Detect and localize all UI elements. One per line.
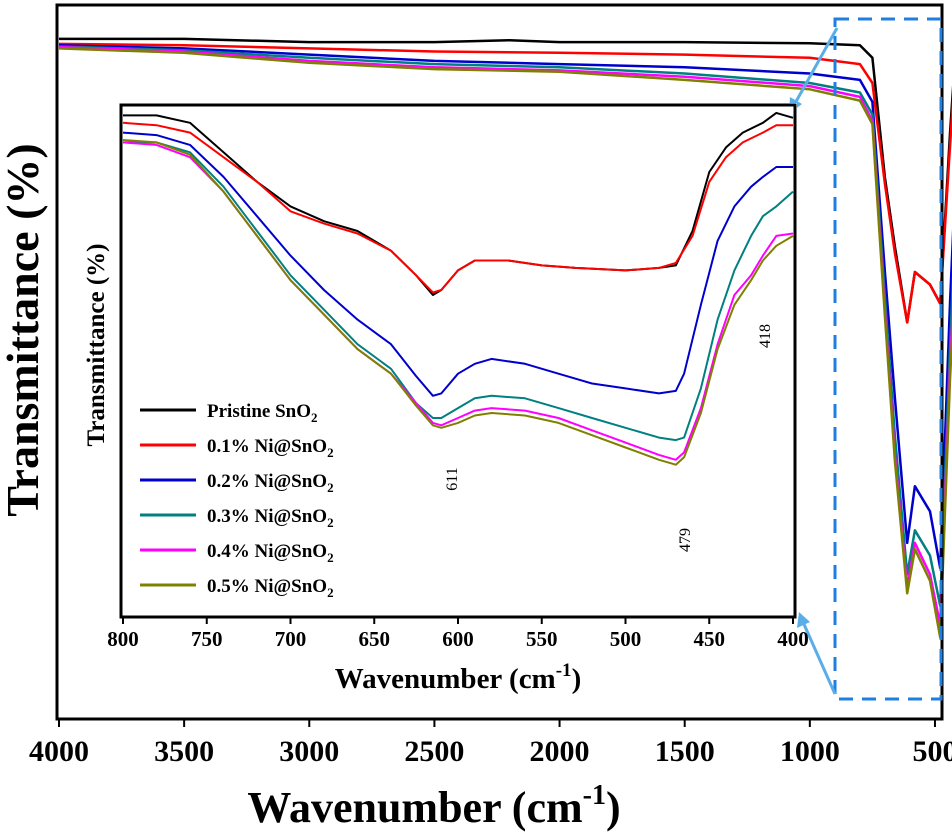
main-tick-label-500: 500 xyxy=(912,735,952,768)
inset-series-ni02 xyxy=(122,131,793,397)
main-tick-label-1000: 1000 xyxy=(780,735,840,768)
legend-label-ni05: 0.5% Ni@SnO2 xyxy=(207,576,334,600)
main-tick-label-2500: 2500 xyxy=(404,735,464,768)
main-x-axis-label: Wavenumber (cm-1) xyxy=(247,780,620,832)
inset-x-axis-label-main: Wavenumber (cm xyxy=(335,663,556,695)
inset-tick-label-450: 450 xyxy=(694,627,726,651)
main-x-axis-label-close: ) xyxy=(606,783,621,832)
inset-tick-label-800: 800 xyxy=(107,627,139,651)
legend-label-ni02: 0.2% Ni@SnO2 xyxy=(207,471,334,495)
inset-series-ni01 xyxy=(122,121,793,294)
inset-chart: 800 750 700 650 600 550 500 450 400 Transmittanc… xyxy=(83,103,809,695)
zoom-arrow-bottom xyxy=(801,621,837,695)
annotation-479: 479 xyxy=(677,528,694,552)
inset-background xyxy=(119,103,797,619)
inset-series-ni03 xyxy=(123,141,794,442)
legend-label-ni04: 0.4% Ni@SnO2 xyxy=(207,541,334,565)
inset-x-ticks: 800 750 700 650 600 550 500 450 400 xyxy=(107,617,809,651)
legend-item-ni03: 0.3% Ni@SnO2 xyxy=(140,506,334,530)
zoom-arrow-bottom-head xyxy=(797,612,810,628)
inset-series-ni05 xyxy=(122,139,794,466)
annotations: 611 479 418 xyxy=(444,324,774,552)
main-x-ticks: 4000 3500 3000 2500 2000 1500 1000 500 xyxy=(29,719,952,768)
inset-x-axis-label-close: ) xyxy=(572,663,582,695)
annotation-611: 611 xyxy=(444,467,461,490)
inset-series-group xyxy=(122,111,794,466)
main-tick-label-2000: 2000 xyxy=(530,735,590,768)
legend-item-ni05: 0.5% Ni@SnO2 xyxy=(140,576,334,600)
main-y-axis-label: Transmittance (%) xyxy=(0,143,48,516)
legend-label-pristine: Pristine SnO2 xyxy=(207,401,317,425)
inset-tick-label-600: 600 xyxy=(442,627,474,651)
annotation-418: 418 xyxy=(757,324,774,348)
inset-tick-label-400: 400 xyxy=(777,627,809,651)
main-tick-label-3500: 3500 xyxy=(154,735,214,768)
inset-tick-label-500: 500 xyxy=(610,627,642,651)
inset-x-axis-label-superscript: -1 xyxy=(556,660,572,681)
zoom-region-box xyxy=(833,17,943,701)
inset-x-axis-label: Wavenumber (cm-1) xyxy=(335,660,581,695)
zoom-arrow-top xyxy=(791,27,839,108)
main-chart: 4000 3500 3000 2500 2000 1500 1000 500 Transmit… xyxy=(0,3,952,832)
main-tick-label-3000: 3000 xyxy=(279,735,339,768)
legend-item-pristine: Pristine SnO2 xyxy=(140,401,317,425)
legend-label-ni03: 0.3% Ni@SnO2 xyxy=(207,506,334,530)
main-x-axis-label-main: Wavenumber (cm xyxy=(247,783,582,832)
inset-tick-label-550: 550 xyxy=(526,627,558,651)
inset-tick-label-700: 700 xyxy=(275,627,307,651)
main-tick-label-4000: 4000 xyxy=(29,735,89,768)
legend-item-ni02: 0.2% Ni@SnO2 xyxy=(140,471,334,495)
legend: Pristine SnO2 0.1% Ni@SnO2 0.2% Ni@SnO2 … xyxy=(140,401,334,600)
legend-item-ni04: 0.4% Ni@SnO2 xyxy=(140,541,334,565)
inset-tick-label-750: 750 xyxy=(191,627,223,651)
legend-item-ni01: 0.1% Ni@SnO2 xyxy=(140,436,334,460)
zoom-indicator xyxy=(789,17,943,701)
main-x-axis-label-superscript: -1 xyxy=(583,780,606,811)
legend-label-ni01: 0.1% Ni@SnO2 xyxy=(207,436,334,460)
inset-tick-label-650: 650 xyxy=(359,627,391,651)
main-series-group xyxy=(58,37,952,639)
main-tick-label-1500: 1500 xyxy=(655,735,715,768)
inset-y-axis-label: Transmittance (%) xyxy=(83,244,110,447)
